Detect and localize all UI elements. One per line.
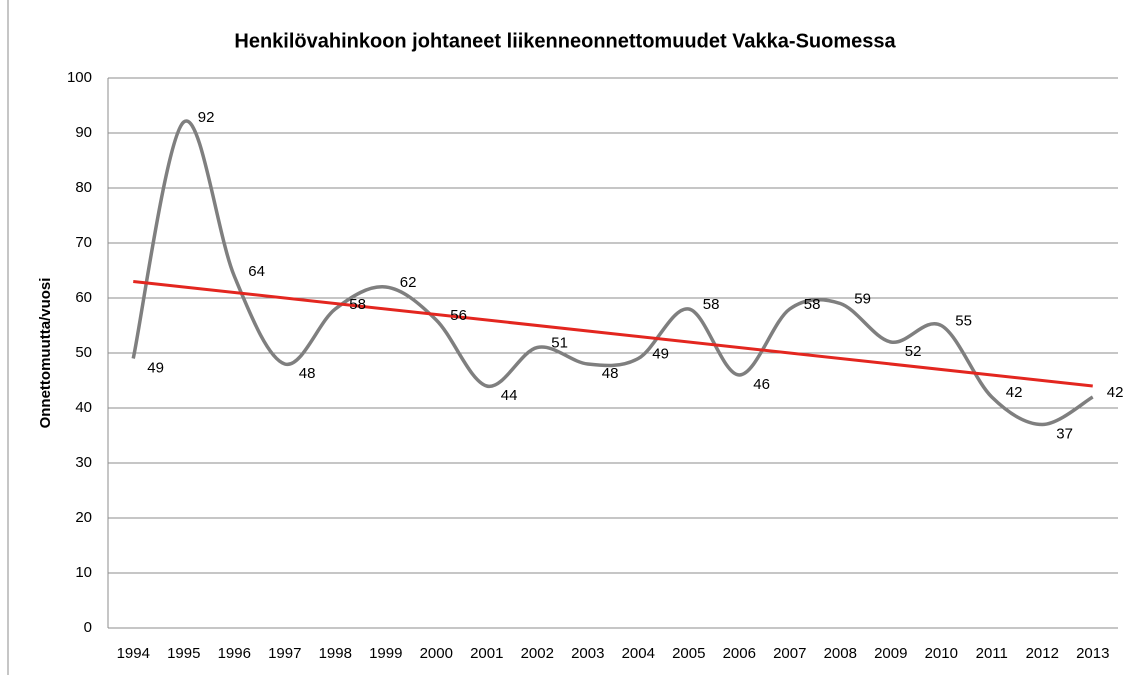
data-label: 51	[551, 334, 568, 351]
x-tick-label: 2009	[874, 645, 907, 662]
x-tick-label: 2010	[925, 645, 958, 662]
x-tick-label: 1996	[218, 645, 251, 662]
y-tick-label: 30	[75, 454, 92, 471]
data-label: 64	[248, 263, 265, 280]
data-label: 46	[753, 376, 770, 393]
y-tick-label: 90	[75, 124, 92, 141]
data-label: 59	[854, 290, 871, 307]
data-line	[131, 119, 1094, 427]
data-label: 48	[602, 365, 619, 382]
x-tick-label: 2004	[622, 645, 655, 662]
data-label: 49	[652, 345, 669, 362]
x-tick-label: 2012	[1026, 645, 1059, 662]
x-tick-label: 1995	[167, 645, 200, 662]
x-tick-label: 2011	[976, 645, 1008, 662]
y-tick-label: 40	[75, 399, 92, 416]
data-label: 44	[501, 387, 518, 404]
data-label: 48	[299, 365, 316, 382]
chart-border	[7, 0, 9, 675]
y-tick-label: 0	[84, 619, 92, 636]
y-tick-label: 80	[75, 179, 92, 196]
x-tick-label: 2002	[521, 645, 554, 662]
x-tick-label: 1994	[117, 645, 150, 662]
x-tick-label: 2006	[723, 645, 756, 662]
y-tick-label: 50	[75, 344, 92, 361]
data-label: 58	[703, 296, 720, 313]
x-tick-label: 1997	[268, 645, 301, 662]
x-tick-label: 2013	[1076, 645, 1109, 662]
y-axis-title: Onnettomuutta/vuosi	[37, 278, 54, 429]
data-label: 52	[905, 343, 922, 360]
x-tick-label: 2001	[470, 645, 503, 662]
data-label: 37	[1056, 425, 1073, 442]
x-tick-label: 2007	[773, 645, 806, 662]
x-tick-label: 2008	[824, 645, 857, 662]
x-tick-label: 2000	[420, 645, 453, 662]
y-tick-label: 70	[75, 234, 92, 251]
chart-title: Henkilövahinkoon johtaneet liikenneonnet…	[234, 30, 896, 52]
data-label: 55	[955, 312, 972, 329]
x-tick-label: 2003	[571, 645, 604, 662]
data-label: 58	[804, 296, 821, 313]
data-label: 42	[1107, 384, 1124, 401]
x-tick-label: 1999	[369, 645, 402, 662]
data-label: 42	[1006, 384, 1023, 401]
data-label: 92	[198, 109, 215, 126]
x-tick-label: 2005	[672, 645, 705, 662]
data-label: 56	[450, 307, 467, 324]
data-label: 49	[147, 359, 164, 376]
y-tick-label: 20	[75, 509, 92, 526]
data-label: 62	[400, 274, 417, 291]
y-tick-label: 60	[75, 289, 92, 306]
data-label: 58	[349, 296, 366, 313]
y-tick-label: 100	[67, 69, 92, 86]
trend-line	[133, 280, 1093, 388]
x-tick-label: 1998	[319, 645, 352, 662]
y-tick-label: 10	[75, 564, 92, 581]
